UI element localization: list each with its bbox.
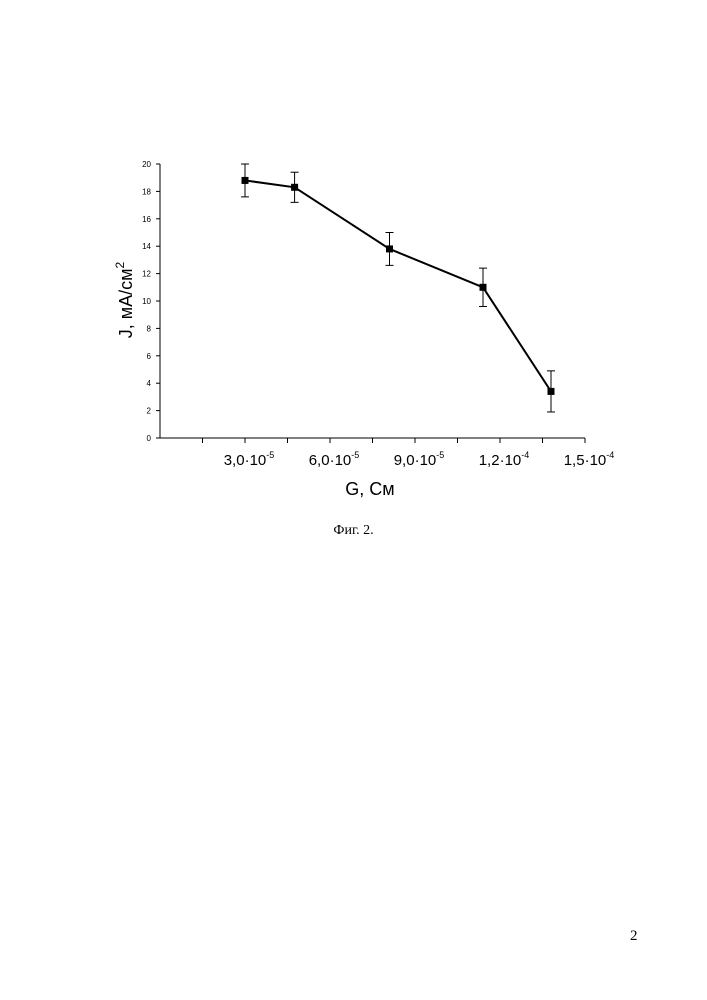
x-tick-exponent: -4 bbox=[606, 450, 614, 460]
x-tick-exponent: -5 bbox=[436, 450, 444, 460]
y-tick-label: 2 bbox=[147, 407, 152, 416]
series-line bbox=[245, 180, 551, 391]
x-tick-exponent: -4 bbox=[521, 450, 529, 460]
data-point-marker bbox=[548, 388, 555, 395]
y-tick-label: 8 bbox=[147, 324, 152, 333]
y-tick-label: 0 bbox=[147, 434, 152, 443]
x-tick-label: 3,0·10-5 bbox=[224, 450, 275, 469]
y-axis-label-superscript: 2 bbox=[113, 261, 127, 268]
x-tick-mantissa: 1,5·10 bbox=[564, 452, 607, 469]
y-axis-label-text: J, мА/см bbox=[116, 268, 136, 338]
x-tick-exponent: -5 bbox=[266, 450, 274, 460]
y-tick-label: 18 bbox=[142, 187, 151, 196]
x-tick-mantissa: 3,0·10 bbox=[224, 452, 267, 469]
x-tick-exponent: -5 bbox=[351, 450, 359, 460]
y-tick-label: 20 bbox=[142, 160, 151, 169]
y-tick-label: 16 bbox=[142, 215, 151, 224]
error-bars bbox=[241, 164, 555, 412]
data-markers bbox=[242, 177, 555, 395]
axes bbox=[160, 164, 585, 438]
x-tick-label: 1,5·10-4 bbox=[564, 450, 615, 469]
y-tick-label: 12 bbox=[142, 270, 151, 279]
data-point-marker bbox=[291, 184, 298, 191]
x-tick-label: 9,0·10-5 bbox=[394, 450, 445, 469]
y-axis-label: J, мА/см2 bbox=[113, 261, 136, 338]
x-tick-label: 1,2·10-4 bbox=[479, 450, 530, 469]
x-tick-label: 6,0·10-5 bbox=[309, 450, 360, 469]
x-axis-label: G, См bbox=[345, 479, 394, 499]
data-point-marker bbox=[480, 284, 487, 291]
x-tick-mantissa: 1,2·10 bbox=[479, 452, 522, 469]
page-number: 2 bbox=[630, 928, 660, 945]
x-tick-mantissa: 9,0·10 bbox=[394, 452, 437, 469]
x-tick-mantissa: 6,0·10 bbox=[309, 452, 352, 469]
y-tick-label: 6 bbox=[147, 352, 152, 361]
y-tick-label: 4 bbox=[147, 379, 152, 388]
data-point-marker bbox=[386, 245, 393, 252]
y-tick-label: 10 bbox=[142, 297, 151, 306]
y-axis-ticks: 0 2 4 6 8 10 12 14 16 18 20 bbox=[142, 160, 160, 443]
data-point-marker bbox=[242, 177, 249, 184]
x-axis-ticks: 3,0·10-56,0·10-59,0·10-51,2·10-41,5·10-4 bbox=[203, 438, 615, 469]
series-polyline bbox=[245, 180, 551, 391]
figure-caption: Фиг. 2. bbox=[0, 523, 707, 539]
y-tick-label: 14 bbox=[142, 242, 151, 251]
